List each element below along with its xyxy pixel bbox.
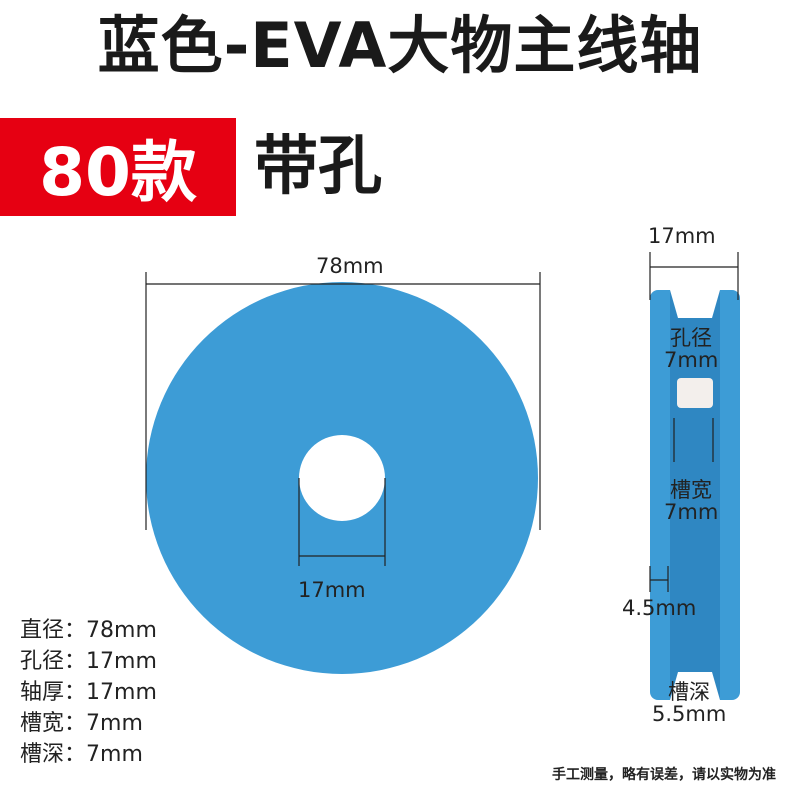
spool-side-groove-top-notch (670, 290, 720, 318)
spec-row-groove-depth: 槽深：7mm (20, 739, 157, 770)
spec-value: 7mm (86, 742, 143, 767)
spec-row-thickness: 轴厚：17mm (20, 677, 157, 708)
spec-value: 17mm (86, 680, 157, 705)
spec-label: 槽宽： (20, 711, 87, 736)
model-badge: 80款 (0, 118, 236, 216)
spec-label: 直径： (20, 618, 87, 643)
disclaimer-note: 手工测量，略有误差，请以实物为准 (552, 767, 776, 783)
spec-row-diameter: 直径：78mm (20, 615, 157, 646)
product-subtitle: 带孔 (254, 130, 382, 204)
side-rim-label: 4.5mm (622, 596, 697, 620)
spec-row-hole: 孔径：17mm (20, 646, 157, 677)
diameter-label: 78mm (316, 254, 384, 278)
spec-label: 槽深： (20, 742, 87, 767)
spec-value: 78mm (86, 618, 157, 643)
side-groove-depth-label: 槽深 (668, 680, 710, 704)
spec-label: 孔径： (20, 649, 87, 674)
spool-side-hole (677, 378, 713, 408)
hole-size-label: 17mm (298, 578, 366, 602)
spool-side-groove (670, 290, 720, 700)
side-width-label: 17mm (648, 224, 716, 248)
spec-label: 轴厚： (20, 680, 87, 705)
side-hole-label: 孔径 (670, 326, 712, 350)
side-groove-width-label: 槽宽 (670, 478, 712, 502)
spool-front-hole (299, 435, 385, 521)
spec-value: 17mm (86, 649, 157, 674)
spec-row-groove-width: 槽宽：7mm (20, 708, 157, 739)
spec-list: 直径：78mm 孔径：17mm 轴厚：17mm 槽宽：7mm 槽深：7mm (20, 615, 157, 770)
spec-value: 7mm (86, 711, 143, 736)
product-title: 蓝色-EVA大物主线轴 (97, 9, 703, 82)
spool-side-groove-bottom-notch (670, 672, 720, 700)
side-hole-value: 7mm (664, 348, 719, 372)
side-groove-depth-value: 5.5mm (652, 702, 727, 726)
side-groove-width-value: 7mm (664, 500, 719, 524)
